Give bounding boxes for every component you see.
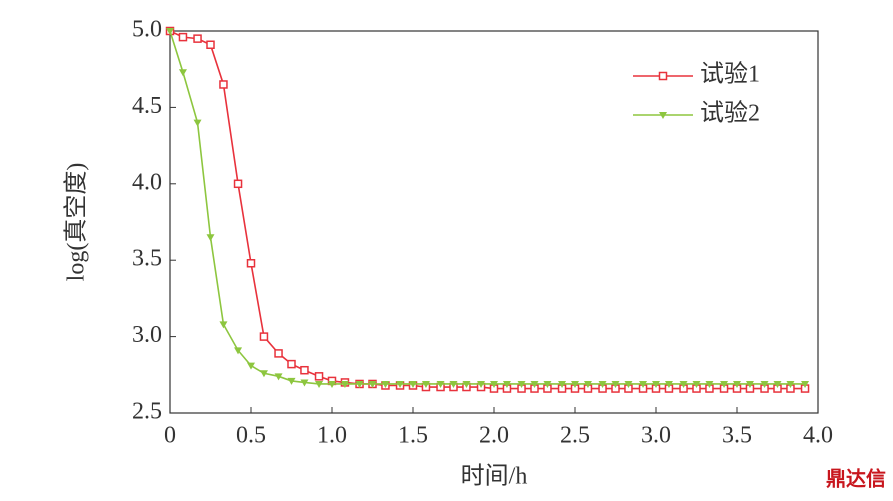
marker [517, 380, 526, 388]
marker [166, 28, 174, 35]
marker [449, 380, 458, 388]
x-tick-label: 1.5 [398, 423, 428, 449]
marker [664, 380, 673, 388]
marker [396, 380, 405, 388]
marker [178, 32, 188, 42]
marker [259, 332, 269, 341]
marker [611, 380, 620, 388]
marker [598, 380, 607, 388]
x-tick-label: 2.0 [479, 423, 509, 449]
plot-frame [169, 30, 819, 414]
legend-label: 试验2 [700, 100, 760, 127]
marker [639, 380, 648, 388]
marker [652, 380, 660, 388]
y-tick-label: 3.0 [132, 322, 162, 348]
y-axis-label: log(真空度) [63, 163, 90, 282]
y-tick-label: 3.5 [132, 246, 162, 272]
marker [477, 380, 486, 388]
marker [530, 380, 539, 388]
y-tick-label: 2.5 [132, 399, 162, 425]
marker [274, 349, 283, 358]
x-tick-label: 0.5 [236, 423, 266, 449]
marker [193, 34, 202, 43]
marker [314, 372, 324, 381]
marker [705, 380, 714, 388]
marker [786, 380, 795, 388]
marker [246, 259, 256, 268]
marker [206, 40, 215, 50]
y-tick-label: 4.0 [132, 169, 162, 195]
marker [624, 380, 633, 388]
marker [558, 380, 567, 388]
marker [381, 380, 390, 388]
marker [355, 380, 364, 388]
marker [178, 69, 187, 77]
marker [409, 380, 417, 388]
marker [773, 380, 782, 388]
marker [720, 380, 729, 388]
marker [571, 380, 579, 388]
legend-label: 试验1 [700, 61, 760, 88]
x-tick-label: 3.0 [641, 423, 671, 449]
marker [340, 380, 349, 388]
marker [219, 80, 228, 89]
marker [315, 380, 324, 388]
marker [300, 379, 309, 387]
x-tick-label: 3.5 [722, 423, 752, 449]
marker [247, 362, 255, 370]
marker [421, 380, 430, 388]
marker [259, 370, 268, 378]
x-tick-label: 1.0 [317, 423, 347, 449]
marker [801, 380, 810, 388]
marker [234, 347, 243, 355]
marker [328, 380, 336, 388]
y-tick-label: 5.0 [132, 17, 162, 43]
marker [490, 380, 498, 388]
y-tick-label: 4.5 [132, 93, 162, 119]
marker [219, 321, 228, 329]
marker [300, 365, 309, 375]
marker [745, 380, 754, 388]
x-tick-label: 4.0 [803, 423, 833, 449]
marker [233, 179, 243, 189]
x-axis-label: 时间/h [461, 463, 528, 490]
marker [583, 380, 592, 388]
x-tick-label: 2.5 [560, 423, 590, 449]
marker [502, 380, 511, 388]
marker [760, 380, 769, 388]
marker [368, 380, 377, 388]
marker [287, 377, 296, 385]
marker [692, 380, 701, 388]
marker [436, 380, 445, 388]
marker [733, 380, 741, 388]
legend-marker [658, 71, 668, 81]
marker [206, 234, 215, 242]
x-tick-label: 0 [164, 423, 176, 449]
watermark: 鼎达信 [826, 467, 886, 491]
marker [462, 380, 471, 388]
marker [543, 380, 552, 388]
marker [193, 119, 202, 127]
marker [679, 380, 688, 388]
marker [274, 373, 283, 381]
marker [287, 359, 296, 369]
legend-marker [659, 112, 667, 119]
